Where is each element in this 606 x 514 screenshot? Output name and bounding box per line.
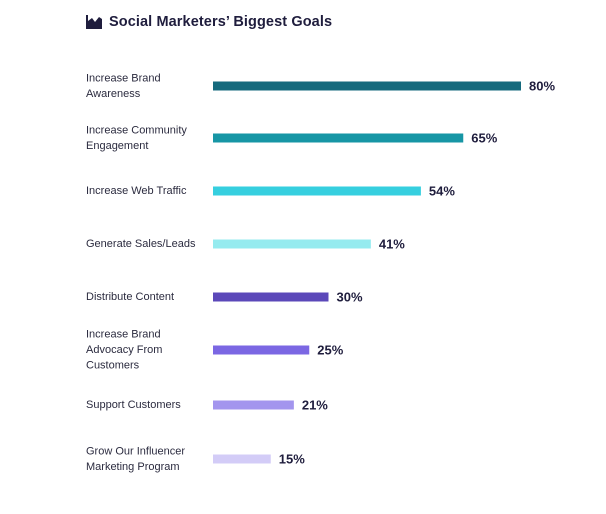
value-label: 54% <box>429 184 455 199</box>
category-label: Increase Community <box>86 124 187 136</box>
category-label: Increase Brand <box>86 72 161 84</box>
chart-header: Social Marketers’ Biggest Goals <box>86 14 332 30</box>
bar <box>213 400 294 410</box>
bar <box>213 345 310 355</box>
bar <box>213 292 329 302</box>
value-label: 25% <box>317 343 343 358</box>
value-label: 41% <box>379 237 405 252</box>
bar <box>213 186 421 196</box>
category-label: Increase Brand <box>86 329 161 341</box>
value-label: 65% <box>471 131 497 146</box>
value-label: 21% <box>302 398 328 413</box>
value-label: 15% <box>279 452 305 467</box>
category-label: Generate Sales/Leads <box>86 238 196 250</box>
chart-title: Social Marketers’ Biggest Goals <box>109 14 333 30</box>
category-label: Awareness <box>86 88 141 100</box>
bar <box>213 81 521 91</box>
value-label: 80% <box>529 79 555 94</box>
category-label: Customers <box>86 360 140 372</box>
category-label: Distribute Content <box>86 291 174 303</box>
category-label: Grow Our Influencer <box>86 445 185 457</box>
category-label: Support Customers <box>86 399 181 411</box>
category-label: Marketing Program <box>86 461 180 473</box>
category-label: Engagement <box>86 140 148 152</box>
bar <box>213 239 371 249</box>
category-label: Increase Web Traffic <box>86 185 187 197</box>
bar <box>213 133 464 143</box>
bar-chart-icon <box>86 15 102 29</box>
category-label: Advocacy From <box>86 344 162 356</box>
bar <box>213 454 271 464</box>
value-label: 30% <box>337 290 363 305</box>
